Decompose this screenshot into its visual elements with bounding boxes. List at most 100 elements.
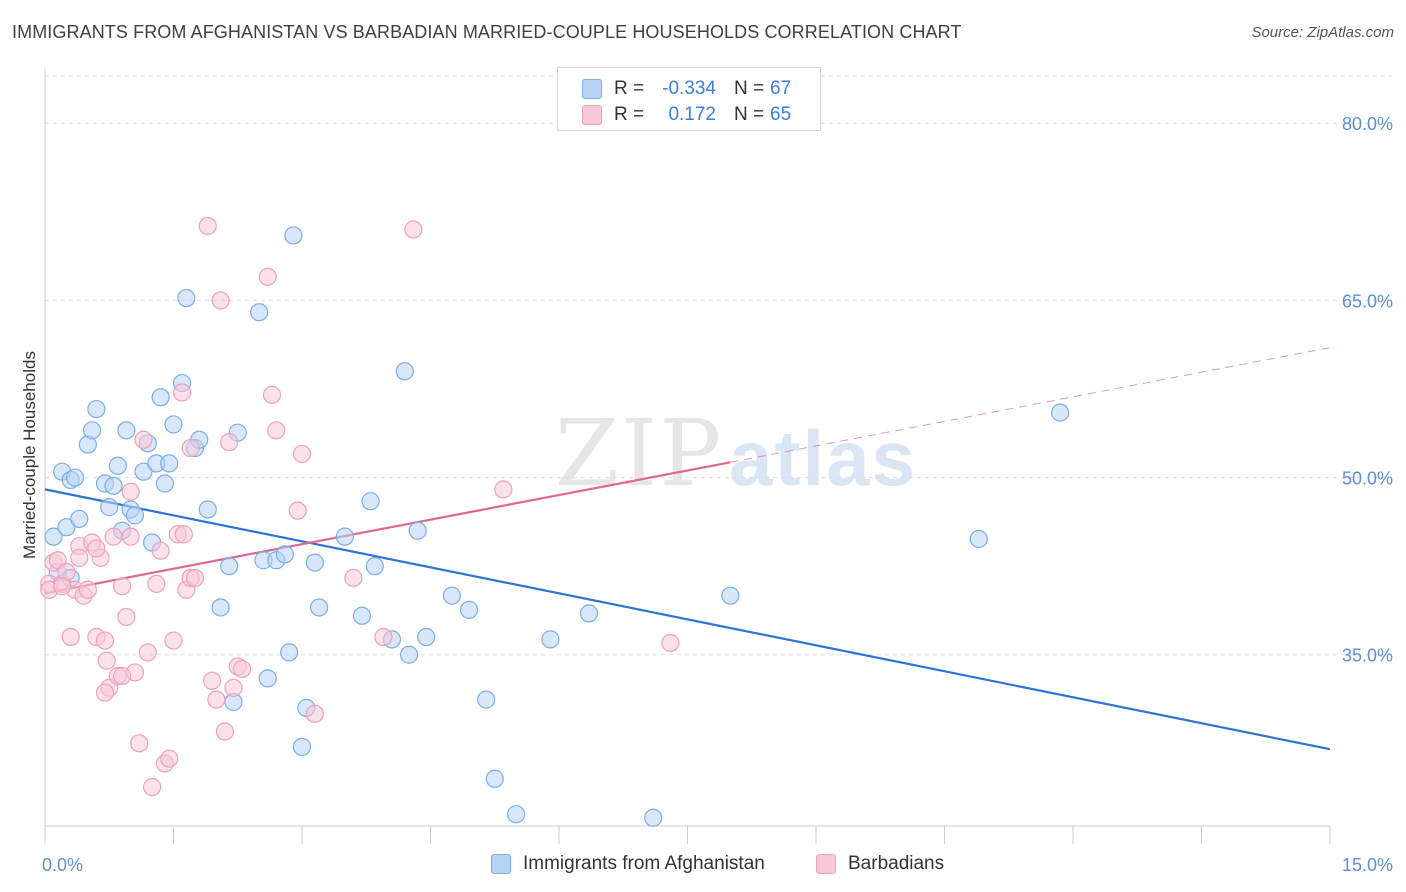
point-barbadians (134, 430, 153, 449)
point-barbadians (224, 678, 243, 697)
point-barbadians (70, 548, 89, 567)
legend-swatch-afghanistan (582, 79, 602, 99)
point-afghanistan (361, 492, 380, 511)
point-afghanistan (155, 474, 175, 493)
point-barbadians (142, 777, 162, 797)
legend-swatch-barbadians (816, 854, 836, 874)
point-barbadians (292, 444, 312, 464)
point-afghanistan (335, 527, 354, 546)
watermark-atlas: atlas (729, 414, 917, 502)
point-barbadians (215, 722, 234, 741)
legend-swatch-afghanistan (491, 854, 511, 874)
point-afghanistan (1051, 403, 1070, 422)
point-afghanistan (177, 288, 196, 308)
point-afghanistan (117, 421, 136, 440)
n-value: 67 (770, 78, 792, 99)
point-afghanistan (399, 645, 419, 664)
n-label: N = (734, 78, 765, 99)
legend-row-afghanistan: R = -0.334 N = 67 (558, 76, 820, 102)
legend-label-afghanistan: Immigrants from Afghanistan (523, 853, 765, 874)
series-legend: Immigrants from Afghanistan Barbadians (0, 852, 1406, 878)
point-afghanistan (969, 529, 988, 549)
n-label: N = (734, 104, 765, 125)
point-afghanistan (310, 598, 329, 617)
point-barbadians (374, 627, 393, 647)
point-barbadians (258, 267, 277, 286)
point-barbadians (288, 501, 307, 520)
point-afghanistan (395, 362, 414, 381)
trend-line-barbadians (44, 461, 731, 595)
watermark-zip: ZIP (555, 400, 724, 507)
point-afghanistan (134, 462, 153, 481)
point-afghanistan (579, 604, 599, 623)
point-barbadians (207, 690, 226, 709)
y-tick-label: 35.0% (1342, 646, 1393, 666)
point-barbadians (232, 659, 252, 679)
point-afghanistan (477, 690, 496, 709)
point-afghanistan (258, 669, 277, 688)
point-afghanistan (70, 509, 89, 529)
point-barbadians (61, 627, 80, 647)
r-value: 0.172 (668, 104, 716, 125)
point-barbadians (147, 574, 166, 593)
legend-row-barbadians: R = 0.172 N = 65 (558, 102, 820, 128)
point-barbadians (661, 633, 680, 653)
watermark: ZIPatlas (555, 400, 917, 507)
point-barbadians (87, 539, 106, 558)
axes (44, 68, 1331, 844)
point-barbadians (494, 480, 513, 499)
point-afghanistan (125, 506, 145, 525)
r-value: -0.334 (662, 78, 716, 99)
point-afghanistan (442, 586, 462, 605)
point-afghanistan (644, 808, 663, 827)
point-afghanistan (108, 456, 127, 475)
point-afghanistan (250, 303, 269, 322)
point-afghanistan (211, 598, 230, 617)
point-barbadians (121, 482, 140, 501)
point-barbadians (404, 220, 423, 239)
point-afghanistan (164, 415, 183, 434)
trend-line-barbadians-extension (730, 347, 1331, 463)
point-barbadians (202, 671, 222, 690)
point-afghanistan (485, 769, 504, 788)
point-barbadians (185, 568, 205, 588)
r-label: R = (614, 104, 645, 125)
point-barbadians (220, 433, 239, 452)
point-barbadians (160, 749, 179, 768)
trend-line-afghanistan (44, 488, 1331, 751)
legend-swatch-barbadians (582, 105, 602, 125)
point-barbadians (121, 527, 140, 546)
grid-lines (45, 75, 1392, 656)
point-barbadians (164, 631, 183, 650)
point-barbadians (262, 385, 282, 404)
source-credit: Source: ZipAtlas.com (1251, 24, 1394, 41)
point-afghanistan (160, 454, 179, 473)
point-barbadians (267, 421, 286, 440)
point-barbadians (211, 291, 230, 310)
point-afghanistan (104, 476, 123, 495)
point-afghanistan (365, 557, 384, 576)
point-barbadians (151, 541, 170, 560)
legend-label-barbadians: Barbadians (848, 853, 945, 874)
point-barbadians (53, 577, 72, 596)
y-tick-label: 80.0% (1342, 114, 1393, 134)
point-afghanistan (220, 557, 239, 576)
x-tick-label: 15.0% (1342, 855, 1393, 875)
point-afghanistan (83, 421, 102, 440)
trend-lines (44, 347, 1331, 751)
point-afghanistan (408, 521, 427, 540)
point-barbadians (95, 683, 115, 702)
point-barbadians (198, 216, 217, 236)
point-barbadians (130, 734, 149, 753)
correlation-legend: R = -0.334 N = 67 R = 0.172 N = 65 (557, 67, 821, 131)
point-afghanistan (305, 553, 324, 572)
point-afghanistan (459, 600, 479, 619)
point-barbadians (95, 631, 115, 650)
tick-labels: 80.0% 65.0% 50.0% 35.0% 0.0% 15.0% (42, 114, 1393, 875)
y-tick-label: 50.0% (1342, 469, 1393, 489)
point-afghanistan (280, 643, 299, 662)
point-afghanistan (721, 586, 740, 605)
point-barbadians (181, 438, 200, 458)
point-barbadians (112, 666, 132, 686)
